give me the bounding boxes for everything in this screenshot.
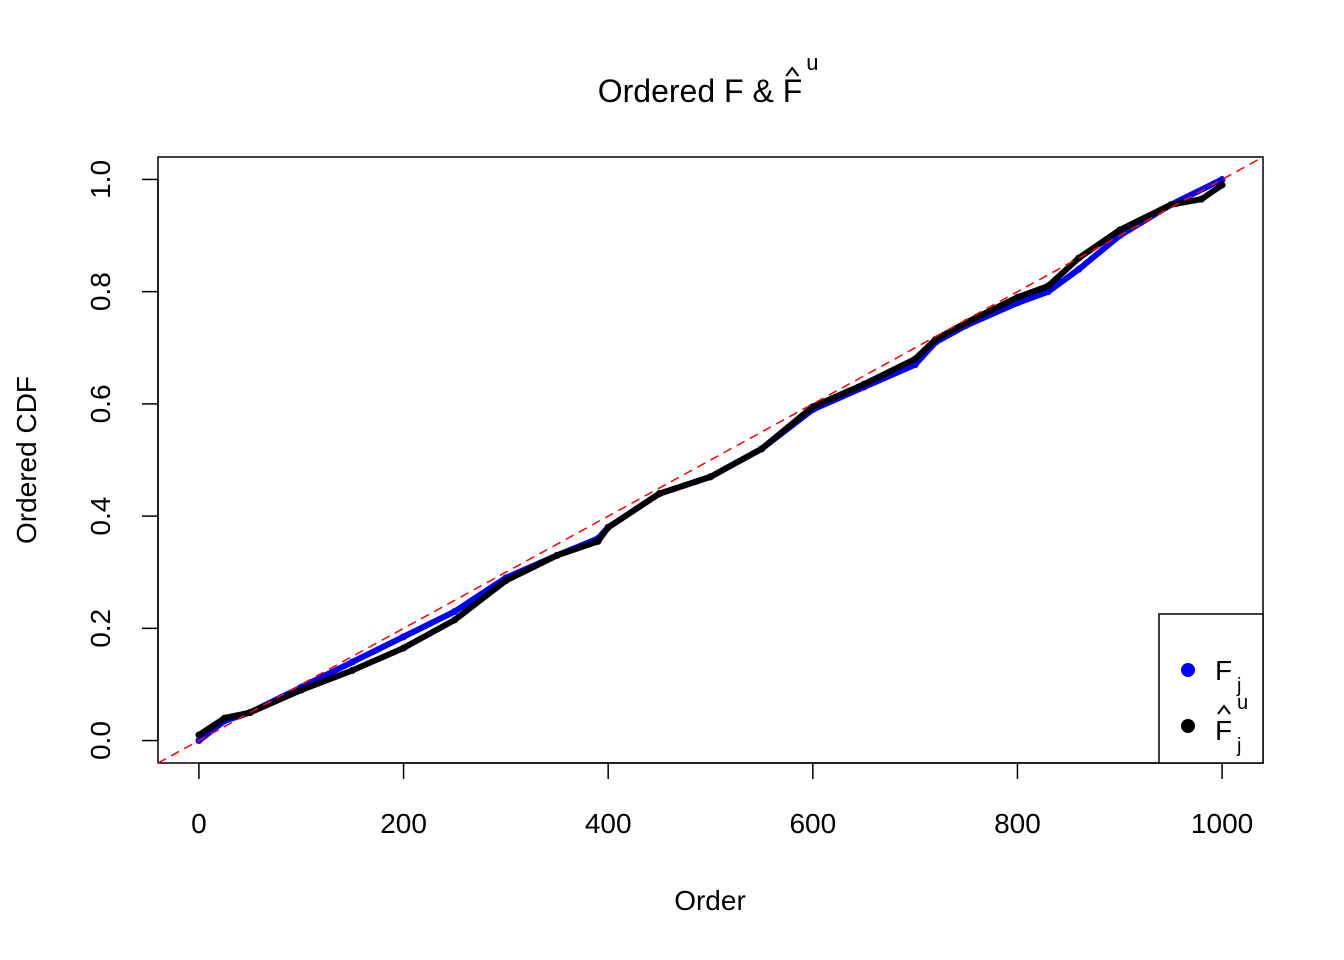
- data-point: [1198, 195, 1206, 203]
- data-point: [707, 473, 714, 481]
- x-tick-label: 400: [585, 808, 632, 839]
- plot-area: [157, 156, 1264, 764]
- y-tick-label: 0.8: [85, 272, 116, 311]
- legend-label-f-sub: j: [1236, 675, 1241, 697]
- data-point: [348, 658, 356, 666]
- legend-marker-f: [1181, 663, 1195, 677]
- legend-marker-fhat: [1181, 719, 1195, 733]
- data-point: [297, 686, 305, 694]
- x-tick-label: 600: [789, 808, 836, 839]
- data-point: [1044, 282, 1052, 290]
- chart-title: Ordered F & F: [598, 73, 803, 109]
- data-point: [502, 577, 510, 585]
- x-tick-label: 800: [994, 808, 1041, 839]
- legend-label-fhat-sub: j: [1236, 735, 1241, 757]
- legend-label-f: F: [1215, 655, 1232, 686]
- data-point: [400, 633, 408, 641]
- y-tick-label: 0.0: [85, 721, 116, 760]
- data-point: [594, 537, 602, 545]
- data-point: [195, 731, 203, 739]
- data-point: [1075, 265, 1083, 273]
- data-point: [860, 380, 868, 388]
- data-point: [451, 616, 459, 624]
- y-axis-label: Ordered CDF: [11, 376, 42, 544]
- y-tick-label: 0.2: [85, 609, 116, 648]
- data-point: [604, 523, 612, 531]
- x-axis-label: Order: [674, 885, 746, 916]
- data-point: [911, 355, 919, 363]
- data-point: [932, 335, 940, 343]
- data-point: [348, 666, 356, 674]
- reference-line: [157, 156, 1264, 764]
- legend-box: [1158, 613, 1264, 764]
- x-tick-label: 1000: [1191, 808, 1253, 839]
- legend-label-fhat: F: [1215, 715, 1232, 746]
- legend-label-fhat-sup: u: [1237, 692, 1248, 714]
- chart-title-hat-icon: [785, 66, 800, 77]
- data-point: [400, 644, 408, 652]
- axes: 0 200 400 600 800 1000 0.0 0.2 0.4 0.6 0.8 1.0: [85, 160, 1253, 839]
- y-tick-label: 0.6: [85, 384, 116, 423]
- x-tick-label: 200: [380, 808, 427, 839]
- series-fhat: [195, 181, 1226, 739]
- legend-fhat-hat-icon: [1217, 704, 1231, 715]
- y-tick-label: 0.4: [85, 497, 116, 536]
- data-point: [1013, 293, 1021, 301]
- data-point: [1116, 226, 1124, 234]
- data-point: [1218, 181, 1226, 189]
- data-point: [758, 445, 766, 453]
- chart-title-superscript: u: [806, 50, 818, 75]
- data-point: [809, 403, 817, 411]
- data-point: [221, 714, 229, 722]
- x-tick-label: 0: [191, 808, 207, 839]
- y-tick-label: 1.0: [85, 160, 116, 199]
- data-point: [655, 490, 663, 498]
- data-point: [1044, 288, 1052, 296]
- data-point: [553, 551, 561, 559]
- legend: F j F j u: [1158, 613, 1264, 764]
- data-point: [451, 608, 459, 615]
